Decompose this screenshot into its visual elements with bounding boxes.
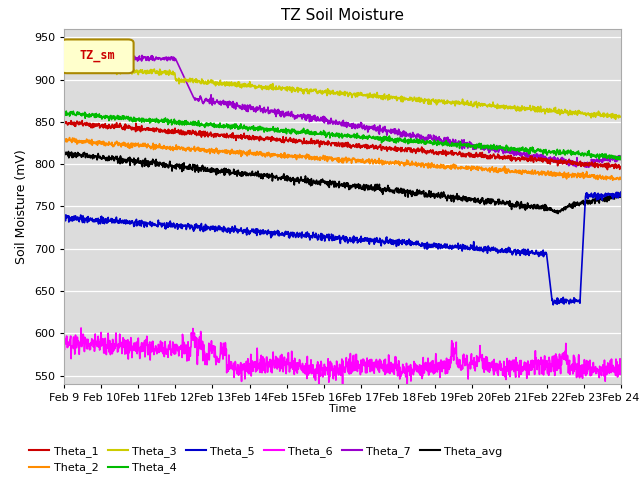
- X-axis label: Time: Time: [329, 405, 356, 414]
- Y-axis label: Soil Moisture (mV): Soil Moisture (mV): [15, 149, 28, 264]
- Legend: Theta_1, Theta_2, Theta_3, Theta_4, Theta_5, Theta_6, Theta_7, Theta_avg: Theta_1, Theta_2, Theta_3, Theta_4, Thet…: [25, 442, 507, 478]
- Title: TZ Soil Moisture: TZ Soil Moisture: [281, 9, 404, 24]
- Text: TZ_sm: TZ_sm: [79, 49, 115, 62]
- FancyBboxPatch shape: [61, 39, 134, 73]
